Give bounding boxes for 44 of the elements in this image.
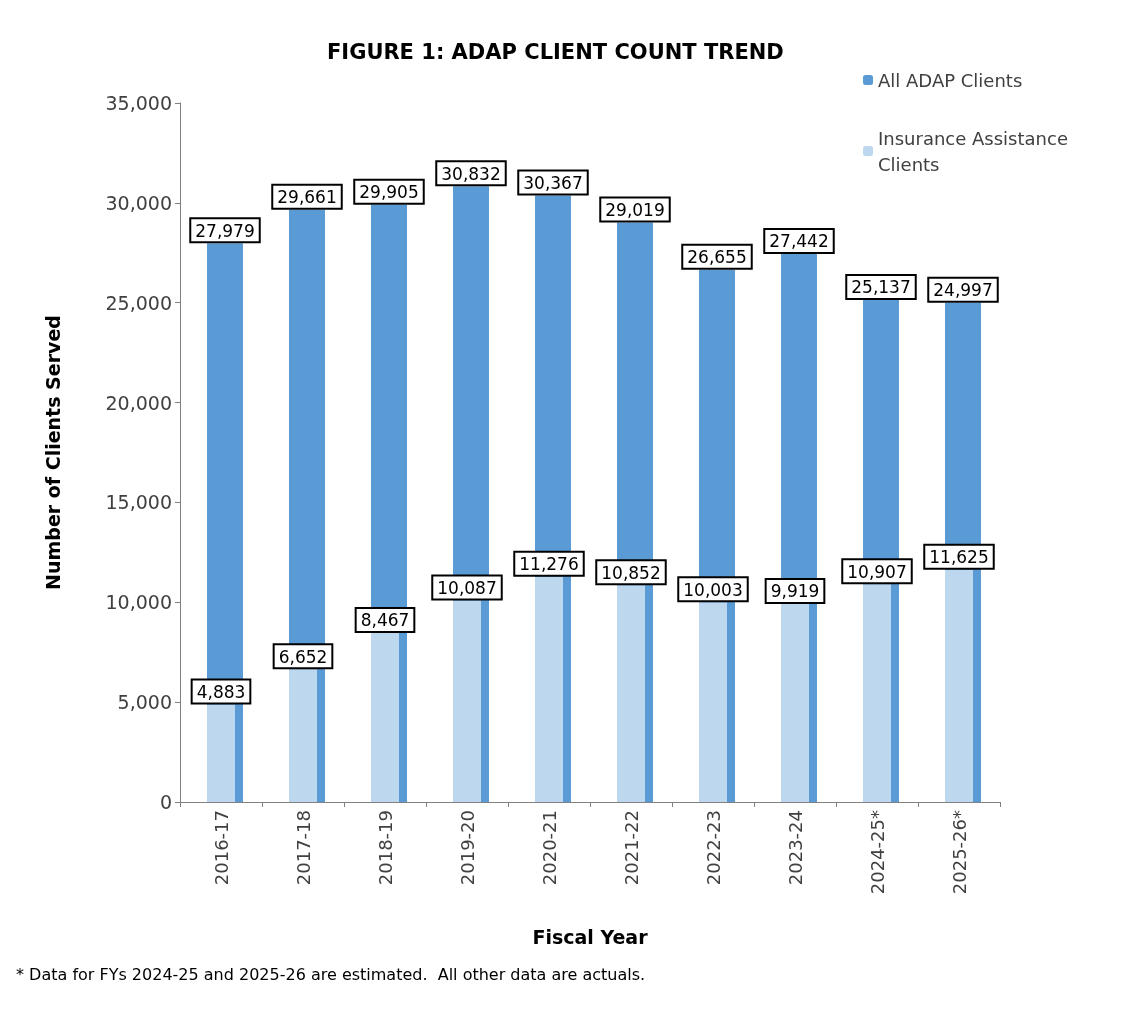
- chart-title: FIGURE 1: ADAP CLIENT COUNT TREND: [327, 39, 784, 64]
- data-label: 11,625: [929, 547, 989, 568]
- data-label: 4,883: [196, 681, 246, 702]
- x-tick-label: 2022-23: [702, 810, 724, 886]
- y-tick-label: 25,000: [105, 291, 172, 314]
- data-label: 29,661: [277, 187, 337, 208]
- data-label: 29,019: [605, 199, 665, 220]
- y-tick-label: 30,000: [105, 191, 172, 214]
- data-label: 10,907: [847, 561, 907, 582]
- y-tick-label: 20,000: [105, 391, 172, 414]
- x-tick-label: 2016-17: [210, 810, 232, 886]
- x-tick-label: 2021-22: [620, 810, 642, 886]
- data-label: 25,137: [851, 277, 911, 298]
- text: * Data for FYs 2024-25 and 2025-26 are estimated. All other data are actuals.: [16, 964, 646, 984]
- data-label: 10,852: [601, 562, 661, 583]
- x-tick-label: 2023-24: [784, 810, 806, 886]
- data-label: 6,652: [278, 646, 328, 667]
- data-label: 24,997: [933, 280, 993, 301]
- data-label: 27,442: [769, 231, 829, 252]
- x-tick-label: 2018-19: [374, 810, 396, 886]
- x-tick-label: 2024-25*: [866, 810, 888, 895]
- data-label: 27,979: [195, 220, 255, 241]
- data-label: 9,919: [770, 581, 820, 602]
- x-tick-label: 2025-26*: [948, 810, 970, 895]
- data-label: 29,905: [359, 182, 419, 203]
- y-tick-label: 10,000: [105, 591, 172, 614]
- data-label: 11,276: [519, 554, 579, 575]
- data-label: 10,087: [437, 578, 497, 599]
- x-axis-title: Fiscal Year: [532, 925, 649, 948]
- y-tick-label: 35,000: [105, 92, 172, 114]
- data-label: 26,655: [687, 247, 747, 268]
- y-axis-title: Number of Clients Served: [41, 315, 64, 590]
- x-tick-label: 2017-18: [292, 810, 314, 886]
- data-label: 30,832: [441, 163, 501, 184]
- data-label: 10,003: [683, 579, 743, 600]
- y-tick-label: 0: [159, 791, 172, 813]
- x-tick-label: 2020-21: [538, 810, 560, 886]
- x-tick-label: 2019-20: [456, 810, 478, 886]
- data-label: 8,467: [360, 610, 410, 631]
- legend-label: All ADAP Clients: [878, 69, 1023, 91]
- y-tick-label: 5,000: [117, 691, 172, 714]
- y-tick-label: 15,000: [105, 491, 172, 514]
- data-label: 30,367: [523, 173, 583, 194]
- legend-label: Insurance Assistance Clients: [878, 127, 1074, 175]
